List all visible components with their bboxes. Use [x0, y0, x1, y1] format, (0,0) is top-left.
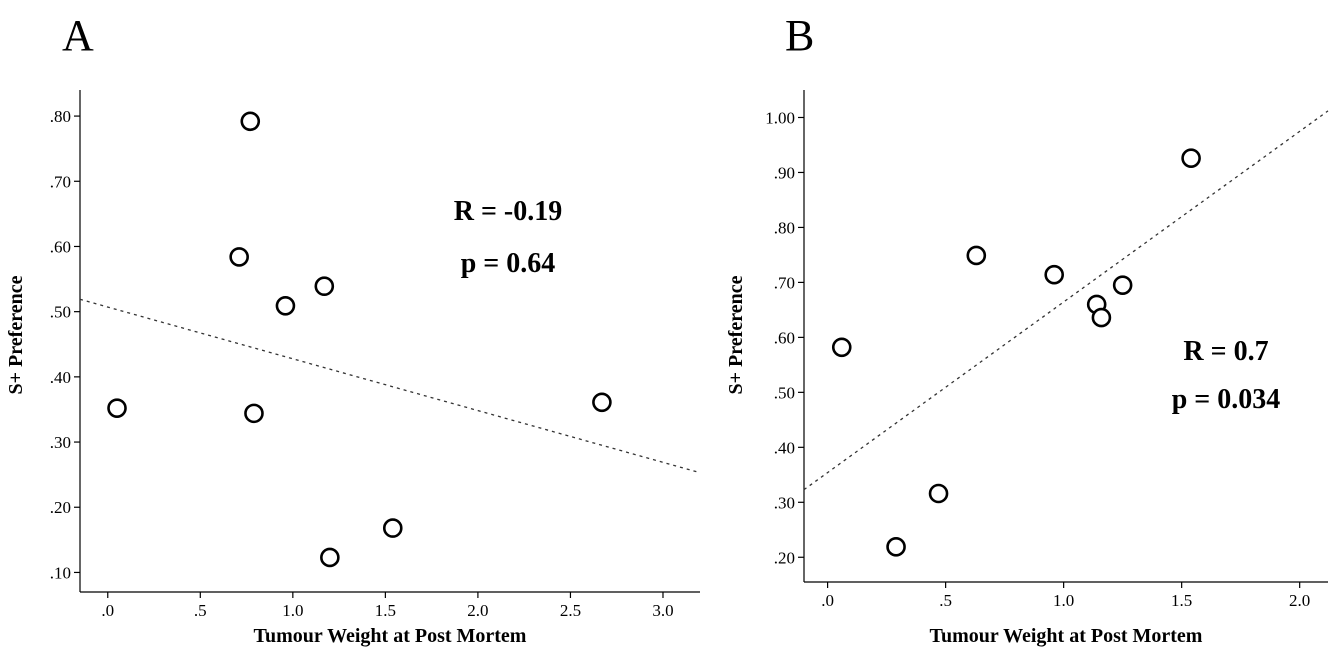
chart-panel-b: B .20 .30 .40 .50 .60 .70 .80 .90 1.00 .0 .5 1.0 1.5 2…: [725, 11, 1329, 647]
p-value-annotation: p = 0.64: [461, 248, 556, 279]
data-point: [886, 537, 906, 557]
data-point: [244, 403, 264, 424]
x-tick-label: 2.5: [560, 601, 581, 620]
y-tick-label: .10: [50, 563, 71, 582]
y-tick-label: .50: [774, 383, 795, 402]
data-point: [1112, 275, 1133, 295]
x-tick-label: 1.5: [375, 601, 396, 620]
data-point: [592, 392, 612, 413]
correlation-annotation: R = -0.19: [454, 196, 563, 227]
y-tick-label: .60: [50, 237, 71, 256]
y-tick-label: .20: [50, 498, 71, 517]
y-tick-label: .40: [50, 368, 71, 387]
x-axis-title: Tumour Weight at Post Mortem: [254, 625, 527, 647]
data-point: [320, 547, 340, 568]
y-tick-label: .20: [774, 548, 795, 567]
data-point: [107, 398, 127, 418]
chart-panel-a: A .10 .20 .30 .40 .50 .60 .70 .80 .0 .5 1.0 1.5 2.0 2.…: [5, 11, 701, 647]
x-tick-label: 1.5: [1171, 591, 1192, 610]
data-point: [240, 111, 261, 132]
data-point: [1091, 307, 1112, 328]
panel-letter: B: [785, 11, 814, 60]
x-tick-label: 1.0: [282, 601, 303, 620]
fit-line: [79, 298, 701, 474]
p-value-annotation: p = 0.034: [1172, 384, 1281, 415]
data-point: [966, 245, 987, 266]
x-axis-title: Tumour Weight at Post Mortem: [930, 625, 1203, 647]
x-tick-label: .0: [821, 591, 834, 610]
data-point: [1181, 148, 1201, 168]
y-tick-label: .70: [774, 273, 795, 292]
x-tick-label: 3.0: [652, 601, 673, 620]
fit-line: [803, 110, 1329, 491]
x-tick-label: 2.0: [467, 601, 488, 620]
y-tick-label: .80: [774, 218, 795, 237]
x-tick-label: .5: [194, 601, 207, 620]
data-point: [382, 518, 403, 538]
y-axis-title: S+ Preference: [725, 275, 747, 394]
panel-letter: A: [62, 11, 94, 60]
y-tick-label: .70: [50, 172, 71, 191]
y-tick-label: .50: [50, 303, 71, 322]
x-tick-label: .0: [101, 601, 114, 620]
y-tick-label: .30: [774, 493, 795, 512]
data-point: [928, 483, 949, 504]
y-tick-label: .30: [50, 433, 71, 452]
data-point: [275, 295, 296, 316]
y-tick-label: .80: [50, 107, 71, 126]
x-tick-label: 1.0: [1053, 591, 1074, 610]
x-tick-label: .5: [939, 591, 952, 610]
data-point: [1044, 264, 1064, 285]
data-point: [831, 337, 852, 358]
y-tick-label: .40: [774, 438, 795, 457]
x-tick-label: 2.0: [1289, 591, 1310, 610]
y-axis-title: S+ Preference: [5, 275, 27, 394]
correlation-annotation: R = 0.7: [1183, 336, 1268, 367]
y-tick-label: .60: [774, 328, 795, 347]
y-tick-label: .90: [774, 163, 795, 182]
data-point: [314, 276, 335, 297]
data-point: [229, 247, 249, 267]
y-tick-label: 1.00: [765, 108, 795, 127]
